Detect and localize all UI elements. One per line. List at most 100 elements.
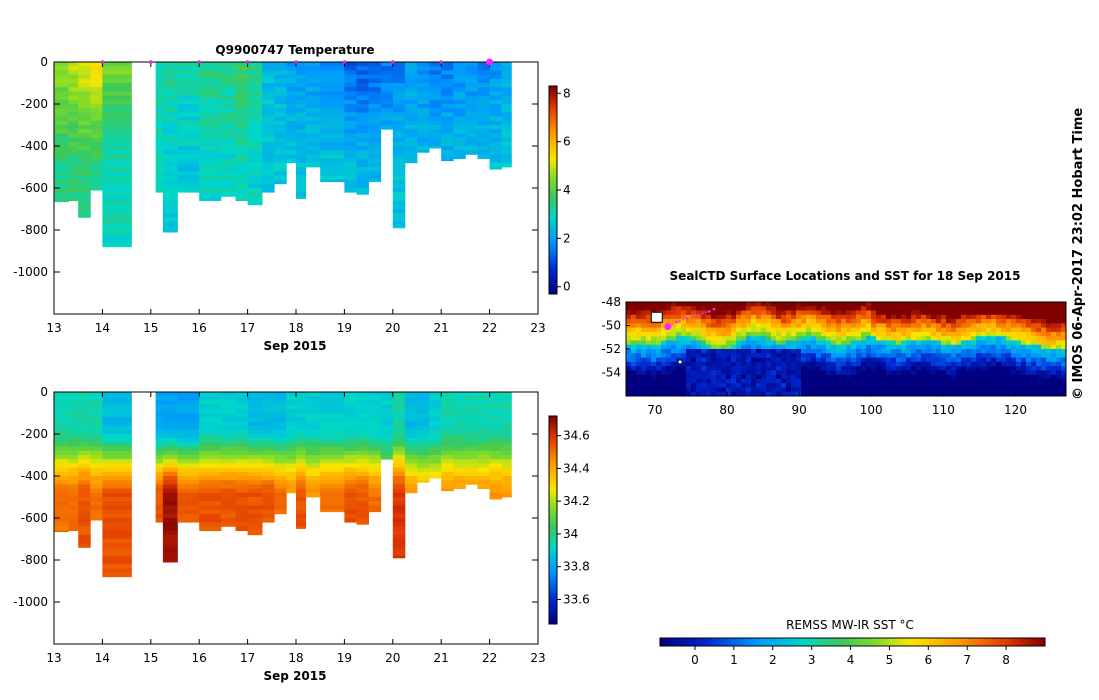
profile-cell <box>247 99 263 105</box>
sst-cell <box>1036 314 1042 320</box>
sst-cell <box>691 357 697 363</box>
sst-cell <box>691 383 697 388</box>
profile-cell <box>262 438 275 443</box>
colorbar-band <box>549 539 557 541</box>
profile-cell <box>177 505 200 510</box>
profile-cell <box>220 150 236 155</box>
sst-cell <box>931 374 937 380</box>
sst-colorbar-band <box>1016 638 1018 646</box>
colorbar-band <box>549 593 557 595</box>
sst-cell <box>901 391 907 397</box>
profile-cell <box>368 141 382 147</box>
sst-cell <box>981 310 987 316</box>
profile-cell <box>453 112 466 117</box>
profile-cell <box>453 404 466 410</box>
sst-colorbar-band <box>716 638 718 646</box>
profile-cell <box>344 455 357 460</box>
profile-cell <box>54 188 69 193</box>
sst-cell <box>826 327 832 333</box>
sst-cell <box>906 319 912 324</box>
profile-cell <box>465 471 478 477</box>
sst-cell <box>996 383 1002 388</box>
sst-cell <box>1041 383 1047 388</box>
sst-cell <box>1056 302 1062 307</box>
profile-cell <box>262 408 275 414</box>
profile-cell <box>54 404 69 410</box>
profile-cell <box>199 408 222 414</box>
sst-cell <box>696 306 702 311</box>
profile-cell <box>305 400 321 405</box>
sst-colorbar-band <box>705 638 707 646</box>
profile-cell <box>465 95 478 101</box>
sst-cell <box>826 310 832 316</box>
sst-cell <box>636 340 642 346</box>
profile-cell <box>305 471 321 477</box>
profile-cell <box>356 116 369 122</box>
sst-cell <box>791 327 797 333</box>
sst-cell <box>1041 353 1047 358</box>
sst-cell <box>911 378 917 384</box>
sst-cell <box>646 361 652 367</box>
sst-cell <box>661 344 667 350</box>
profile-cell <box>453 146 466 151</box>
sst-cell <box>701 357 707 363</box>
sst-cell <box>916 349 922 354</box>
sst-cell <box>671 374 677 380</box>
profile-cell <box>78 188 91 193</box>
sst-cell <box>801 374 807 380</box>
sst-cell <box>711 349 717 354</box>
profile-cell <box>247 392 263 397</box>
sst-cell <box>931 310 937 316</box>
sst-cell <box>736 353 742 358</box>
sst-cell <box>1061 361 1067 367</box>
surface-marker <box>439 60 444 64</box>
sst-colorbar-band <box>793 638 795 646</box>
profile-cell <box>392 192 406 197</box>
profile-cell <box>441 463 454 468</box>
profile-cell <box>177 467 200 473</box>
sst-cell <box>696 310 702 316</box>
profile-cell <box>344 408 357 414</box>
sst-colorbar-band <box>746 638 748 646</box>
colorbar-band <box>549 594 557 596</box>
profile-cell <box>78 200 91 206</box>
sst-cell <box>1041 331 1047 337</box>
profile-cell <box>199 505 222 510</box>
sst-cell <box>846 366 852 371</box>
sst-cell <box>671 357 677 363</box>
colorbar-band <box>549 574 557 576</box>
profile-cell <box>155 455 164 460</box>
profile-cell <box>356 146 369 151</box>
sst-cell <box>861 357 867 363</box>
profile-cell <box>441 87 454 92</box>
profile-cell <box>305 446 321 452</box>
sst-cell <box>901 344 907 350</box>
profile-cell <box>68 104 79 109</box>
sst-cell <box>886 310 892 316</box>
sst-cell <box>741 336 747 341</box>
sst-cell <box>921 314 927 320</box>
sst-cell <box>671 366 677 371</box>
sst-cell <box>866 387 872 393</box>
colorbar-band <box>549 590 557 592</box>
sst-cell <box>766 349 772 354</box>
profile-cell <box>286 99 297 105</box>
sst-cell <box>696 340 702 346</box>
colorbar-band <box>549 112 557 114</box>
sst-cell <box>766 336 772 341</box>
profile-cell <box>453 99 466 105</box>
profile-cell <box>296 150 307 155</box>
profile-cell <box>102 175 132 180</box>
sst-cell <box>996 370 1002 375</box>
sst-cell <box>896 361 902 367</box>
profile-cell <box>262 509 275 515</box>
sst-cell <box>831 323 837 328</box>
sst-cell <box>641 310 647 316</box>
profile-cell <box>274 62 287 67</box>
profile-cell <box>477 455 490 460</box>
sst-cell <box>716 327 722 333</box>
sst-cell <box>956 336 962 341</box>
profile-cell <box>90 400 103 405</box>
sst-colorbar-band <box>936 638 938 646</box>
sst-cell <box>886 306 892 311</box>
